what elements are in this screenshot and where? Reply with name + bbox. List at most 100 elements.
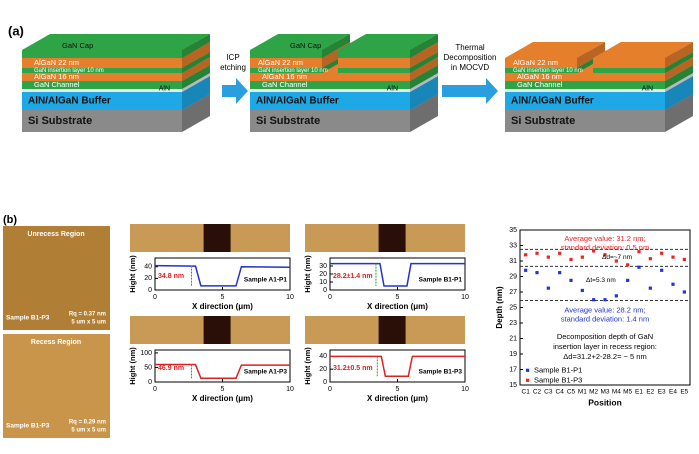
afm-size: 5 um x 5 um: [71, 320, 106, 326]
x-tick-label: E3: [658, 389, 666, 396]
y-tick-label: 25: [509, 304, 517, 311]
point: [546, 286, 550, 290]
layer-side-shade: [665, 76, 693, 110]
layer-label: GaN Cap: [290, 41, 321, 50]
sample-label: Sample A1-P3: [244, 369, 287, 376]
annotation: standard deviation: 0.5 nm: [561, 243, 649, 252]
x-tick-label: 5: [221, 294, 225, 301]
point: [648, 286, 652, 290]
layer-side-shade: [665, 42, 693, 68]
layer-side-shade: [665, 57, 693, 81]
layer-front: [338, 50, 410, 58]
layer-label: AlGaN 16 nm: [517, 72, 562, 81]
y-tick-label: 30: [319, 263, 327, 270]
layer-front: [505, 92, 665, 110]
layer-front: [250, 110, 410, 132]
x-tick-label: 10: [461, 294, 469, 301]
y-tick-label: 20: [319, 366, 327, 373]
afm-shade: [3, 226, 110, 330]
layer-side: [182, 65, 210, 89]
layer-front: [505, 68, 577, 73]
layer-side: [182, 76, 210, 110]
x-tick-label: C4: [556, 389, 565, 396]
point: [614, 294, 618, 298]
legend-label: Sample B1-P3: [534, 375, 582, 384]
x-tick-label: 5: [396, 294, 400, 301]
afm-trench: [378, 224, 406, 252]
legend-marker: [526, 368, 530, 372]
layer-front: [22, 73, 182, 81]
layer-top: [593, 42, 693, 58]
y-tick-label: 35: [509, 227, 517, 234]
legend-marker: [526, 378, 530, 382]
layer-front: [505, 89, 665, 92]
step-label: Thermal: [455, 43, 485, 52]
layer-side: [665, 76, 693, 110]
y-tick-label: 0: [148, 379, 152, 386]
point: [546, 255, 550, 259]
y-tick-label: 0: [148, 287, 152, 294]
layer-label: GaN Cap: [62, 41, 93, 50]
layer-label: AlN/AlGaN Buffer: [256, 96, 339, 107]
annotation: Average value: 31.2 nm;: [564, 234, 645, 243]
layer-side: [182, 52, 210, 73]
afm-sample: Sample B1-P3: [6, 423, 50, 430]
layer-side-shade: [410, 57, 438, 81]
y-axis-label: Depth (nm): [495, 286, 504, 329]
layer-side: [410, 76, 438, 110]
annotation: Decomposition depth of GaN: [557, 332, 653, 341]
y-tick-label: 27: [509, 289, 517, 296]
process-arrow: [442, 78, 498, 104]
layer-label: Si Substrate: [28, 115, 92, 127]
x-tick-label: M1: [578, 389, 587, 396]
layer-side-shade: [182, 34, 210, 58]
y-tick-label: 20: [319, 271, 327, 278]
layer-side: [182, 42, 210, 68]
layer-side-shade: [182, 57, 210, 81]
afm-trench: [378, 316, 406, 344]
layer-side-shade: [410, 94, 438, 132]
step-annotation: 34.8 nm: [158, 273, 184, 280]
x-tick-label: E5: [680, 389, 688, 396]
point: [648, 257, 652, 261]
point: [535, 251, 539, 255]
layer-side-shade: [410, 52, 438, 73]
point: [580, 255, 584, 259]
layer-top: [505, 42, 605, 58]
x-axis-label: X direction (μm): [192, 394, 253, 403]
layer-side-shade: [410, 73, 438, 92]
x-axis-label: X direction (μm): [367, 302, 428, 311]
layer-front: [22, 58, 182, 68]
process-arrow: [222, 78, 248, 104]
layer-top: [22, 34, 210, 50]
layer-side: [665, 52, 693, 73]
point: [569, 257, 573, 262]
y-tick-label: 40: [319, 353, 327, 360]
point: [580, 288, 584, 293]
layer-label: AlN: [642, 85, 653, 92]
x-tick-label: M2: [589, 389, 598, 396]
layer-front: [22, 81, 182, 89]
layer-top: [250, 34, 350, 50]
layer-front: [338, 68, 410, 73]
layer-label: AlN/AlGaN Buffer: [511, 96, 594, 107]
y-tick-label: 31: [509, 258, 517, 265]
step-label: in MOCVD: [451, 63, 489, 72]
step-annotation: 31.2±0.5 nm: [333, 365, 373, 372]
layer-front: [22, 68, 182, 73]
afm-sample: Sample B1-P3: [6, 315, 50, 322]
y-axis-label: Hight (nm): [128, 347, 137, 385]
sample-label: Sample B1-P1: [419, 277, 463, 284]
y-tick-label: 17: [509, 366, 517, 373]
profile-line: [155, 363, 290, 379]
afm-region: Unrecess Region: [27, 231, 84, 238]
layer-label: GaN Channel: [517, 80, 563, 89]
layer-label: GaN insertion layer 10 nm: [513, 68, 583, 74]
layer-front: [593, 58, 665, 68]
y-tick-label: 21: [509, 335, 517, 342]
layer-front: [250, 73, 410, 81]
point: [660, 268, 664, 272]
point: [671, 255, 675, 259]
point: [603, 253, 607, 257]
layer-front: [505, 58, 577, 68]
